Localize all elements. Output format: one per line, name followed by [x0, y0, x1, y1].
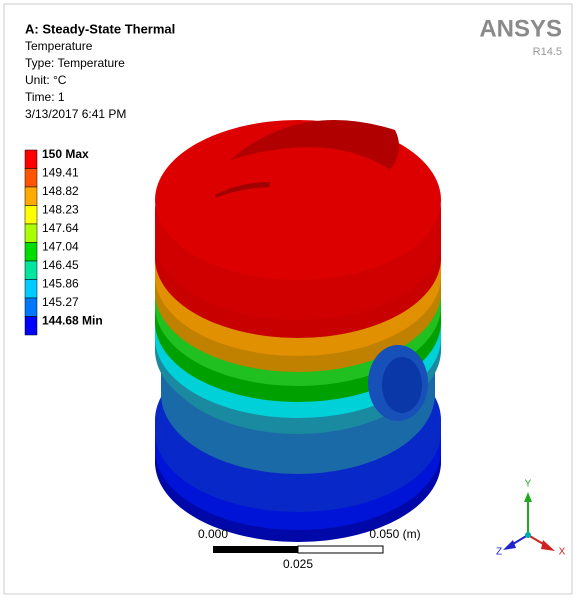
legend-swatch — [25, 169, 37, 188]
legend-swatch — [25, 224, 37, 243]
header-line: Type: Temperature — [25, 56, 125, 70]
piston-model — [155, 120, 441, 542]
header-line: Time: 1 — [25, 90, 65, 104]
version: R14.5 — [533, 46, 562, 58]
legend-label: 150 Max — [42, 147, 89, 161]
legend-label: 148.23 — [42, 203, 79, 217]
pin-hole — [382, 357, 422, 413]
legend-swatch — [25, 150, 37, 169]
legend-swatch — [25, 317, 37, 336]
axis-x-label: X — [559, 547, 566, 558]
scale-middle: 0.025 — [283, 557, 313, 571]
legend-label: 144.68 Min — [42, 314, 103, 328]
logo: ANSYS — [479, 15, 562, 42]
axis-y-label: Y — [525, 479, 532, 490]
legend-swatch — [25, 298, 37, 317]
scale-bar-light — [298, 546, 383, 553]
legend-swatch — [25, 187, 37, 206]
legend-label: 145.27 — [42, 295, 79, 309]
legend-label: 145.86 — [42, 277, 79, 291]
legend-label: 149.41 — [42, 166, 79, 180]
triad-origin — [525, 532, 531, 538]
legend-swatch — [25, 261, 37, 280]
header-line: Unit: °C — [25, 73, 67, 87]
header-title: A: Steady-State Thermal — [25, 21, 175, 36]
scale-right: 0.050 (m) — [369, 527, 420, 541]
axis-z-label: Z — [496, 547, 502, 558]
legend-swatch — [25, 206, 37, 225]
header-line: Temperature — [25, 39, 93, 53]
legend-swatch — [25, 243, 37, 262]
page: A: Steady-State Thermal Temperature Type… — [0, 0, 577, 599]
legend-label: 147.64 — [42, 221, 79, 235]
legend-label: 146.45 — [42, 258, 79, 272]
scale-bar-dark — [213, 546, 298, 553]
legend-label: 148.82 — [42, 184, 79, 198]
legend-swatch — [25, 280, 37, 299]
viewport: A: Steady-State Thermal Temperature Type… — [0, 0, 577, 599]
scale-left: 0.000 — [198, 527, 228, 541]
legend-label: 147.04 — [42, 240, 79, 254]
header-line: 3/13/2017 6:41 PM — [25, 107, 126, 121]
